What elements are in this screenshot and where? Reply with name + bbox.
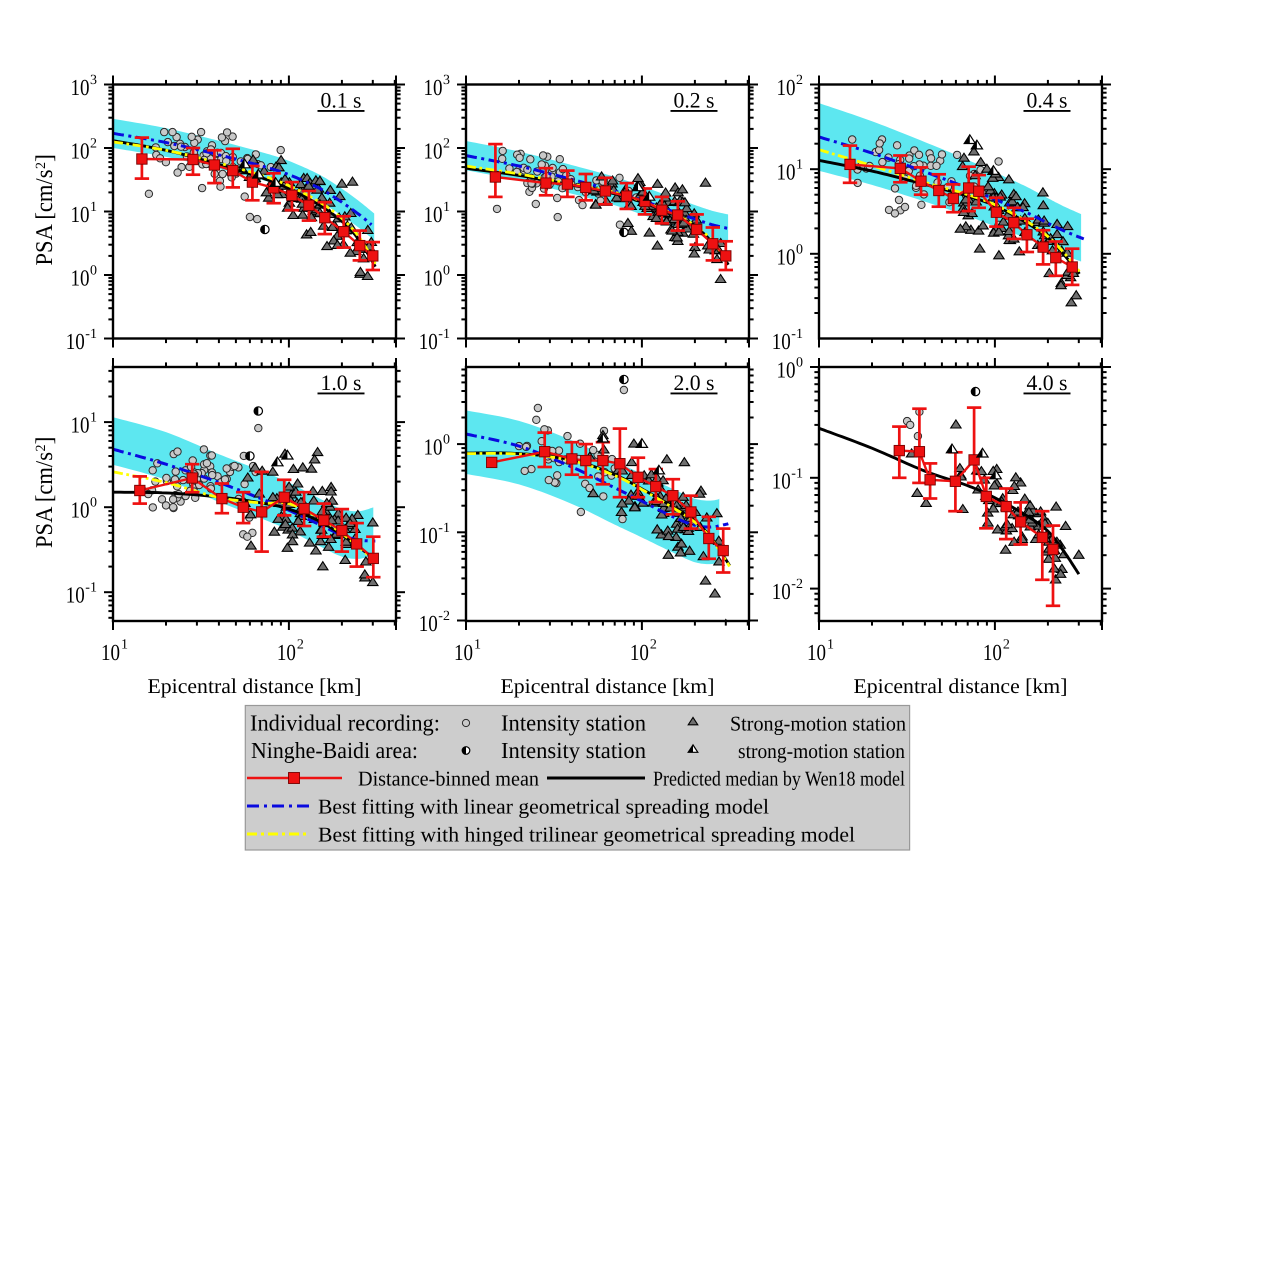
svg-text:3: 3	[443, 73, 450, 88]
svg-text:10: 10	[454, 640, 473, 665]
svg-text:PSA [cm/s: PSA [cm/s	[32, 170, 58, 266]
svg-text:10: 10	[772, 329, 791, 354]
svg-text:PSA [cm/s: PSA [cm/s	[32, 452, 58, 548]
svg-text:10: 10	[772, 579, 791, 604]
svg-text:10: 10	[424, 266, 443, 291]
svg-text:-1: -1	[438, 521, 450, 536]
svg-text:Epicentral distance [km]: Epicentral distance [km]	[501, 674, 715, 698]
svg-text:1: 1	[90, 411, 97, 426]
svg-text:0: 0	[796, 242, 803, 257]
svg-text:10: 10	[71, 139, 90, 164]
svg-text:10: 10	[419, 523, 438, 548]
svg-text:-1: -1	[85, 581, 97, 596]
svg-text:2: 2	[297, 638, 304, 653]
svg-text:0: 0	[796, 356, 803, 371]
svg-text:2: 2	[90, 137, 97, 152]
svg-text:-1: -1	[791, 327, 803, 342]
svg-text:1: 1	[443, 200, 450, 215]
svg-text:1: 1	[796, 158, 803, 173]
svg-text:10: 10	[777, 75, 796, 100]
svg-text:2: 2	[34, 162, 49, 169]
svg-text:0.2 s: 0.2 s	[674, 88, 715, 113]
svg-text:2: 2	[1003, 638, 1010, 653]
svg-text:2: 2	[650, 638, 657, 653]
svg-text:Intensity station: Intensity station	[501, 738, 646, 763]
svg-text:]: ]	[32, 154, 58, 162]
svg-text:10: 10	[66, 329, 85, 354]
svg-text:0: 0	[443, 433, 450, 448]
svg-text:1.0 s: 1.0 s	[321, 370, 362, 395]
svg-text:2: 2	[796, 73, 803, 88]
svg-text:10: 10	[71, 413, 90, 438]
svg-text:Strong-motion station: Strong-motion station	[730, 711, 906, 735]
svg-text:Epicentral distance [km]: Epicentral distance [km]	[148, 674, 362, 698]
svg-text:0.4 s: 0.4 s	[1027, 88, 1068, 113]
svg-text:-2: -2	[791, 577, 803, 592]
svg-text:-2: -2	[438, 609, 450, 624]
svg-text:2.0 s: 2.0 s	[674, 370, 715, 395]
svg-text:-1: -1	[791, 466, 803, 481]
svg-text:]: ]	[32, 437, 58, 445]
svg-text:10: 10	[419, 329, 438, 354]
svg-text:10: 10	[424, 202, 443, 227]
svg-text:10: 10	[630, 640, 649, 665]
svg-text:10: 10	[71, 75, 90, 100]
svg-text:strong-motion station: strong-motion station	[738, 739, 905, 763]
svg-text:Best fitting with linear geome: Best fitting with linear geometrical spr…	[318, 794, 769, 818]
svg-text:10: 10	[71, 498, 90, 523]
svg-text:1: 1	[121, 638, 128, 653]
svg-text:10: 10	[424, 75, 443, 100]
svg-text:0: 0	[90, 264, 97, 279]
svg-text:10: 10	[772, 468, 791, 493]
svg-text:Predicted median by Wen18 mode: Predicted median by Wen18 model	[653, 766, 905, 790]
svg-text:0.1 s: 0.1 s	[321, 88, 362, 113]
svg-text:10: 10	[777, 244, 796, 269]
svg-text:Intensity station: Intensity station	[501, 710, 646, 735]
svg-text:10: 10	[419, 611, 438, 636]
svg-text:10: 10	[277, 640, 296, 665]
svg-text:1: 1	[90, 200, 97, 215]
svg-text:3: 3	[90, 73, 97, 88]
svg-text:10: 10	[71, 266, 90, 291]
svg-text:10: 10	[777, 160, 796, 185]
svg-text:10: 10	[424, 139, 443, 164]
svg-text:10: 10	[424, 435, 443, 460]
svg-text:2: 2	[34, 445, 49, 452]
svg-text:10: 10	[807, 640, 826, 665]
svg-text:10: 10	[66, 583, 85, 608]
svg-text:Epicentral distance [km]: Epicentral distance [km]	[854, 674, 1068, 698]
svg-text:Distance-binned mean: Distance-binned mean	[358, 766, 539, 790]
svg-text:-1: -1	[85, 327, 97, 342]
svg-text:2: 2	[443, 137, 450, 152]
svg-text:Individual recording:: Individual recording:	[250, 710, 440, 735]
svg-text:4.0 s: 4.0 s	[1027, 370, 1068, 395]
svg-text:10: 10	[983, 640, 1002, 665]
svg-text:10: 10	[777, 358, 796, 383]
svg-text:0: 0	[443, 264, 450, 279]
svg-text:10: 10	[71, 202, 90, 227]
svg-text:0: 0	[90, 496, 97, 511]
svg-text:1: 1	[827, 638, 834, 653]
svg-text:Ninghe-Baidi area:: Ninghe-Baidi area:	[251, 738, 418, 763]
svg-text:Best fitting with hinged trili: Best fitting with hinged trilinear geome…	[318, 822, 855, 846]
svg-text:10: 10	[101, 640, 120, 665]
svg-text:1: 1	[474, 638, 481, 653]
svg-text:-1: -1	[438, 327, 450, 342]
